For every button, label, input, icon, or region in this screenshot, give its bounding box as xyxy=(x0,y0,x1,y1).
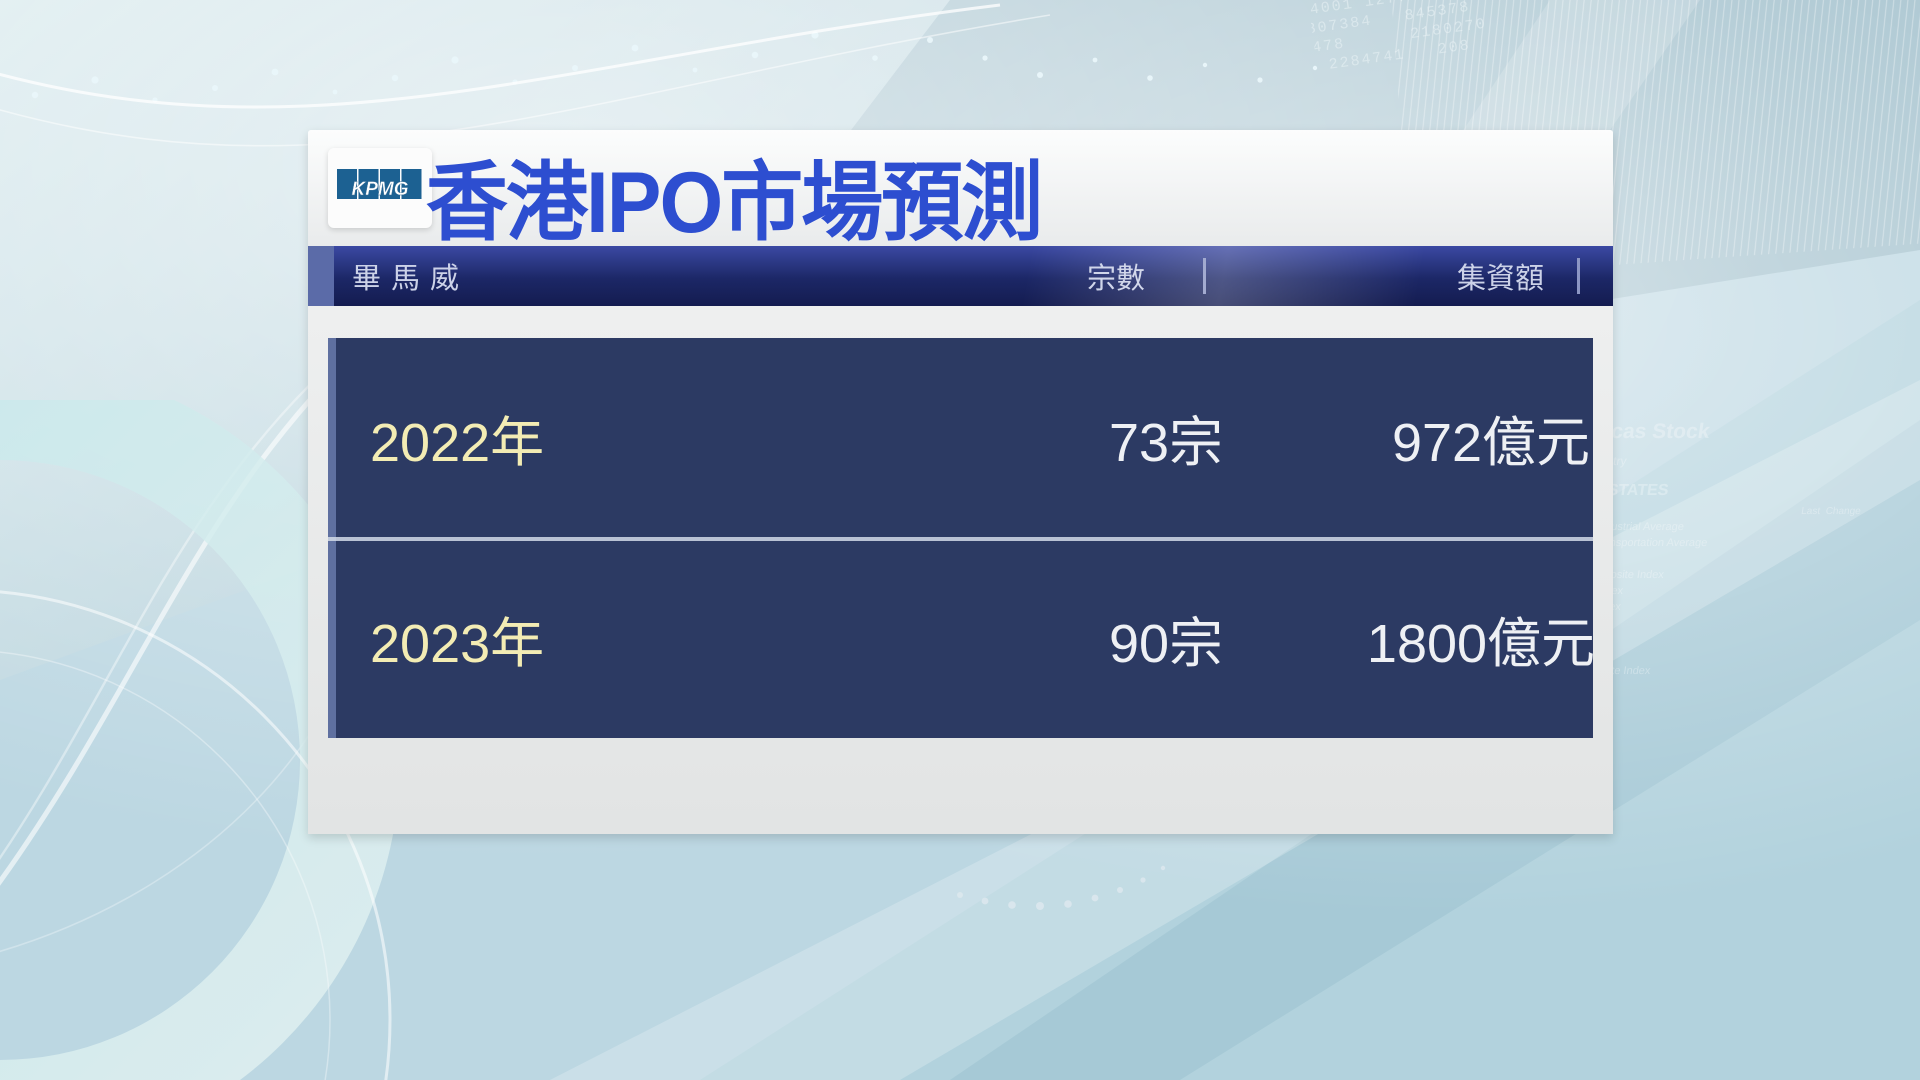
svg-text:KPMG: KPMG xyxy=(352,179,409,200)
